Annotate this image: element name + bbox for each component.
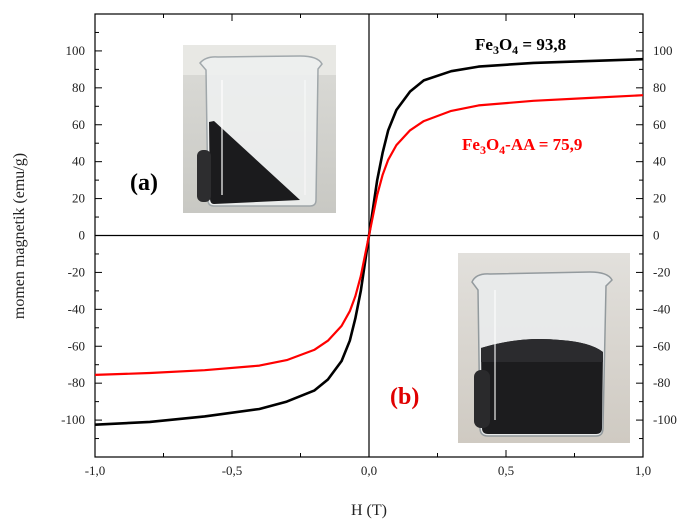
x-tick-label: 0,0	[361, 463, 377, 478]
x-axis-label: H (T)	[351, 502, 387, 519]
x-tick-label: -0,5	[222, 463, 243, 478]
x-tick-label: 0,5	[498, 463, 514, 478]
y-tick-label-left: -40	[68, 301, 85, 316]
y-tick-label-right: -100	[653, 412, 677, 427]
y-tick-label-right: 20	[653, 191, 666, 206]
y-tick-label-right: 0	[653, 228, 660, 243]
y-tick-label-right: 40	[653, 154, 666, 169]
y-tick-label-right: 80	[653, 80, 666, 95]
beaker-photo-a	[183, 45, 336, 213]
y-tick-label-right: -80	[653, 375, 670, 390]
x-tick-label: -1,0	[85, 463, 106, 478]
panel-label-b: (b)	[390, 384, 419, 410]
y-tick-label-left: 60	[72, 117, 85, 132]
y-tick-label-left: -60	[68, 338, 85, 353]
beaker-photo-b	[458, 253, 630, 443]
annotation-fe3o4-aa: Fe3O4-AA = 75,9	[462, 135, 582, 157]
y-tick-label-right: -40	[653, 301, 670, 316]
y-tick-label-left: -20	[68, 264, 85, 279]
panel-label-a: (a)	[130, 170, 158, 196]
axis-ticks: -1,0 -0,5 0,0 0,5 1,0 -100 -100 -80 -80 -60 -60 -40…	[61, 14, 677, 478]
y-tick-label-left: 40	[72, 154, 85, 169]
y-tick-label-left: 80	[72, 80, 85, 95]
y-tick-label-left: 20	[72, 191, 85, 206]
y-tick-label-right: 60	[653, 117, 666, 132]
y-tick-label-left: -100	[61, 412, 85, 427]
y-tick-label-right: 100	[653, 43, 673, 58]
y-tick-label-right: -60	[653, 338, 670, 353]
y-tick-label-left: 0	[79, 228, 86, 243]
y-tick-label-right: -20	[653, 264, 670, 279]
series-layer	[94, 57, 644, 426]
y-tick-label-left: 100	[66, 43, 86, 58]
y-tick-label-left: -80	[68, 375, 85, 390]
annotation-fe3o4: Fe3O4 = 93,8	[475, 35, 566, 57]
x-tick-label: 1,0	[635, 463, 651, 478]
series-line-fe3o4-aa	[94, 94, 644, 376]
y-axis-label: momen magnetik (emu/g)	[11, 153, 28, 319]
